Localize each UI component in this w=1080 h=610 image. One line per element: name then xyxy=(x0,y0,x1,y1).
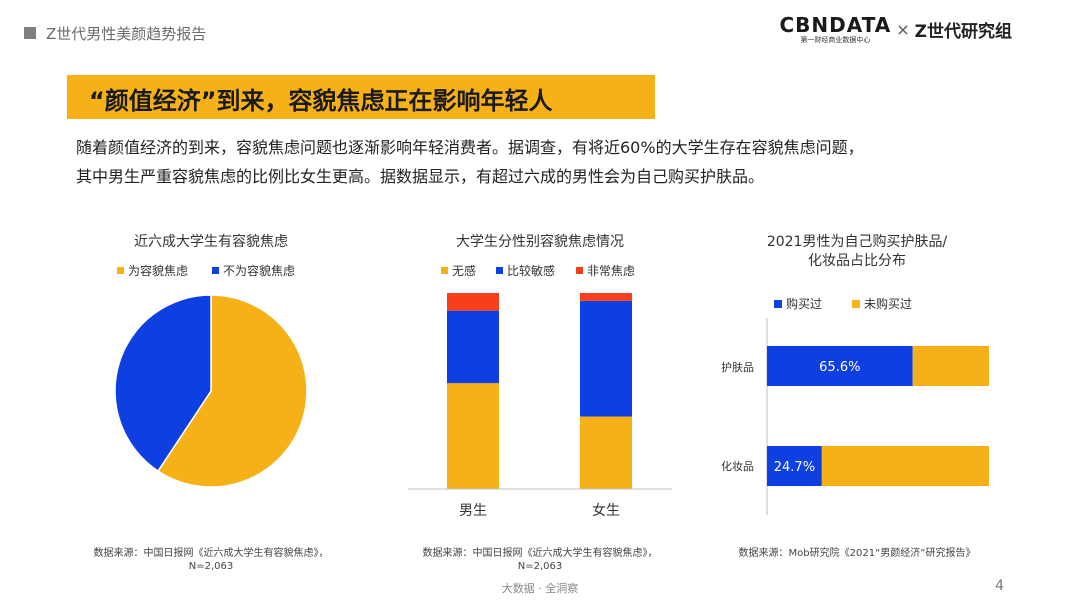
cbndata-subtitle: 第一财经商业数据中心 xyxy=(800,36,871,44)
hbar-segments: 65.6% 24.7% xyxy=(767,346,989,486)
bar-source: 数据来源：中国日报网《近六成大学生有容貌焦虑》， xyxy=(423,546,658,559)
hbar-title-line-1: 2021男性为自己购买护肤品/ xyxy=(767,234,948,250)
bar-category-male: 男生 xyxy=(459,503,487,519)
purchase-bar-chart: 2021男性为自己购买护肤品/ 化妆品占比分布 购买过 未购买过 护肤品 化妆品… xyxy=(721,234,989,559)
logo-times: × xyxy=(896,20,910,39)
bar-legend-label-0: 无感 xyxy=(452,263,476,278)
bar-legend-label-2: 非常焦虑 xyxy=(587,264,635,278)
cbndata-logo: CBNDATA 第一财经商业数据中心 xyxy=(780,14,892,45)
bar-female-none xyxy=(580,416,632,489)
description-line-1: 随着颜值经济的到来，容貌焦虑问题也逐渐影响年轻消费者。据调查，有将近60%的大学… xyxy=(76,138,864,157)
hbar-skincare-bought xyxy=(767,346,913,386)
hbar-makeup-bought xyxy=(767,446,822,486)
bar-legend-swatch-1 xyxy=(496,267,503,274)
header-square-icon xyxy=(24,27,36,39)
headline-banner: “颜值经济”到来，容貌焦虑正在影响年轻人 xyxy=(67,75,655,119)
hbar-source: 数据来源：Mob研究院《2021“男颜经济”研究报告》 xyxy=(739,546,976,559)
pie-legend-swatch-1 xyxy=(212,267,219,274)
pie-source: 数据来源：中国日报网《近六成大学生有容貌焦虑》， xyxy=(94,546,329,559)
hbar-legend-swatch-0 xyxy=(774,300,782,308)
hbar-skincare-label: 65.6% xyxy=(819,360,860,375)
hbar-makeup-label: 24.7% xyxy=(774,460,815,475)
hbar-legend-swatch-1 xyxy=(852,300,860,308)
bar-legend-label-1: 比较敏感 xyxy=(507,263,555,278)
bar-category-female: 女生 xyxy=(592,502,620,519)
hbar-makeup-not-bought xyxy=(821,446,989,486)
cbndata-wordmark: CBNDATA xyxy=(779,13,892,37)
partner-logo: Z世代研究组 xyxy=(914,22,1012,42)
pie-title: 近六成大学生有容貌焦虑 xyxy=(134,233,288,250)
pie-legend-swatch-0 xyxy=(117,267,124,274)
hbar-legend-label-1: 未购买过 xyxy=(864,296,912,311)
bar-legend-swatch-0 xyxy=(441,267,448,274)
hbar-category-skincare: 护肤品 xyxy=(721,360,754,374)
hbar-skincare-not-bought xyxy=(912,346,989,386)
headline-text: “颜值经济”到来，容貌焦虑正在影响年轻人 xyxy=(89,87,553,115)
pie-chart: 近六成大学生有容貌焦虑 为容貌焦虑 不为容貌焦虑 数据来源：中国日报网《近六成大… xyxy=(94,233,329,572)
pie-legend-label-0: 为容貌焦虑 xyxy=(128,263,188,278)
bar-male-very-anxious xyxy=(447,293,499,311)
footer-text: 大数据 · 全洞察 xyxy=(502,581,579,595)
page-number: 4 xyxy=(995,578,1004,594)
description: 随着颜值经济的到来，容貌焦虑问题也逐渐影响年轻消费者。据调查，有将近60%的大学… xyxy=(76,133,1036,191)
logo-group: CBNDATA 第一财经商业数据中心 × Z世代研究组 xyxy=(780,14,1013,45)
bar-female-very-anxious xyxy=(580,293,632,301)
pie-slice-not-anxious xyxy=(114,294,212,473)
bar-legend-swatch-2 xyxy=(576,267,583,274)
pie-slice-anxious xyxy=(157,294,308,488)
hbar-category-makeup: 化妆品 xyxy=(721,459,754,473)
hbar-legend-label-0: 购买过 xyxy=(786,296,822,311)
bar-female-sensitive xyxy=(580,300,632,417)
description-line-2: 其中男生严重容貌焦虑的比例比女生更高。据数据显示，有超过六成的男性会为自己购买护… xyxy=(76,167,765,186)
gender-bar-chart: 大学生分性别容貌焦虑情况 无感 比较敏感 非常焦虑 男生 女生 数据来源：中国日… xyxy=(408,233,672,572)
hbar-title-line-2: 化妆品占比分布 xyxy=(808,253,906,269)
pie-legend-label-1: 不为容貌焦虑 xyxy=(223,263,295,278)
pie-source-n: N=2,063 xyxy=(189,561,234,572)
report-title: Z世代男性美颜趋势报告 xyxy=(46,24,207,43)
bar-title: 大学生分性别容貌焦虑情况 xyxy=(456,233,624,250)
bar-male-none xyxy=(447,383,499,489)
bar-source-n: N=2,063 xyxy=(518,561,563,572)
bar-male-sensitive xyxy=(447,310,499,384)
report-header: Z世代男性美颜趋势报告 xyxy=(24,20,206,46)
bar-segments xyxy=(447,293,632,489)
